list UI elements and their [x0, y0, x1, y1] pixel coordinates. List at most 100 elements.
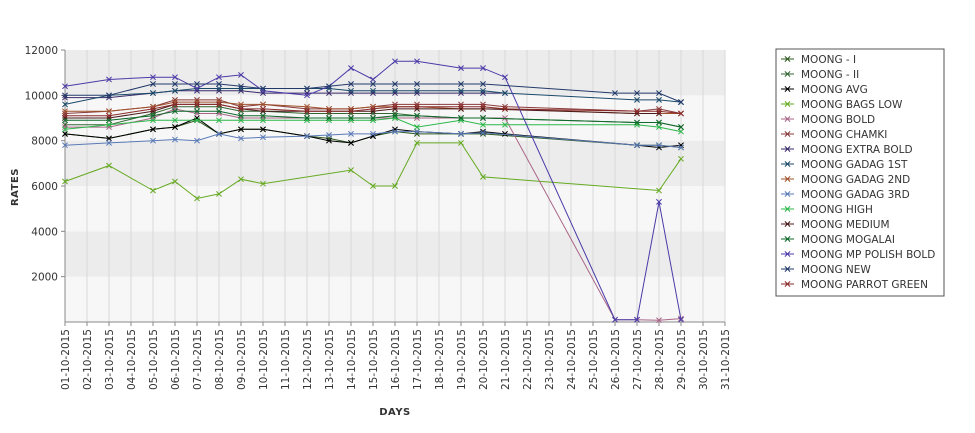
series-moong-high [62, 115, 684, 135]
data-point [106, 117, 112, 124]
x-tick-label: 19-10-2015 [456, 329, 468, 390]
data-point [150, 187, 156, 194]
data-point [150, 90, 156, 97]
legend-swatch-marker [784, 236, 791, 242]
data-point [260, 85, 266, 92]
data-point [238, 135, 244, 142]
x-tick-label: 31-10-2015 [720, 329, 732, 390]
y-tick-label: 8000 [31, 136, 58, 148]
data-point [304, 92, 310, 99]
data-point [392, 183, 398, 189]
data-point [150, 137, 156, 144]
data-point [414, 139, 420, 146]
series-moong-mogalai [62, 108, 684, 131]
x-tick-label: 25-10-2015 [588, 329, 600, 390]
data-point [480, 121, 486, 128]
data-point [480, 103, 486, 110]
legend-item: MOONG CHAMKI [781, 129, 887, 141]
data-point [194, 108, 200, 115]
x-tick-label: 26-10-2015 [610, 329, 622, 390]
legend-label: MOONG - II [801, 69, 859, 81]
data-point [260, 126, 266, 133]
data-point [458, 130, 464, 137]
legend-label: MOONG CHAMKI [801, 129, 887, 141]
data-point [106, 139, 112, 146]
data-point [106, 135, 112, 142]
data-point [62, 121, 68, 128]
data-point [370, 105, 376, 112]
x-tick-label: 07-10-2015 [192, 329, 204, 390]
legend-label: MOONG BOLD [801, 114, 875, 126]
data-point [656, 90, 662, 97]
data-point [194, 117, 200, 124]
data-point [414, 128, 420, 135]
data-point [326, 115, 332, 121]
data-point [656, 96, 662, 103]
data-point [634, 108, 640, 115]
data-point [106, 108, 112, 115]
data-point [458, 87, 464, 94]
data-point [634, 90, 640, 97]
data-point [458, 101, 464, 108]
data-point [238, 87, 244, 94]
data-point [260, 112, 266, 119]
legend-swatch-marker [784, 116, 791, 122]
x-axis-title: DAYS [379, 407, 411, 418]
data-point [414, 81, 420, 87]
data-point [502, 115, 508, 121]
data-point [304, 115, 310, 121]
data-point [392, 126, 398, 133]
data-point [502, 74, 508, 81]
tick-labels: 2000 4000 6000 8000 10000 12000 01-10-2015 02-1… [25, 45, 732, 390]
x-tick-label: 04-10-2015 [126, 329, 138, 390]
data-point [216, 74, 222, 81]
x-tick-label: 24-10-2015 [566, 329, 578, 390]
data-point [260, 105, 266, 112]
data-point [194, 85, 200, 92]
data-point [326, 105, 332, 112]
legend-swatch-marker [784, 146, 791, 152]
data-point [392, 101, 398, 108]
legend-label: MOONG GADAG 1ST [801, 159, 908, 171]
data-point [238, 126, 244, 133]
data-point [458, 65, 464, 72]
data-point [414, 58, 420, 65]
data-point [216, 190, 222, 197]
data-point [414, 124, 420, 131]
data-point [62, 126, 68, 133]
data-point [634, 142, 640, 149]
data-point [62, 92, 68, 99]
data-point [106, 76, 112, 83]
x-tick-label: 15-10-2015 [368, 329, 380, 390]
data-point [612, 316, 618, 323]
data-point [678, 316, 684, 323]
x-tick-label: 12-10-2015 [302, 329, 314, 390]
data-point [304, 85, 310, 92]
data-point [62, 178, 68, 185]
data-point [502, 105, 508, 112]
data-point [414, 112, 420, 119]
data-point [458, 139, 464, 146]
data-point [172, 136, 178, 143]
series-moong-parrot-green [62, 101, 684, 119]
data-point [172, 108, 178, 115]
data-point [260, 101, 266, 108]
data-point [348, 65, 354, 72]
y-tick-label: 4000 [31, 226, 58, 238]
data-point [348, 130, 354, 137]
data-point [260, 117, 266, 124]
data-point [216, 117, 222, 124]
data-point [172, 124, 178, 131]
data-point [502, 130, 508, 137]
data-point [480, 87, 486, 94]
legend-label: MOONG NEW [801, 264, 871, 276]
legend-label: MOONG GADAG 2ND [801, 174, 910, 186]
data-point [392, 103, 398, 110]
x-tick-label: 02-10-2015 [82, 329, 94, 390]
data-point [656, 105, 662, 112]
data-point [304, 108, 310, 115]
data-point [348, 90, 354, 97]
legend-swatch-marker [784, 176, 791, 182]
legend-item: MOONG - I [781, 54, 856, 66]
data-point [656, 317, 662, 324]
